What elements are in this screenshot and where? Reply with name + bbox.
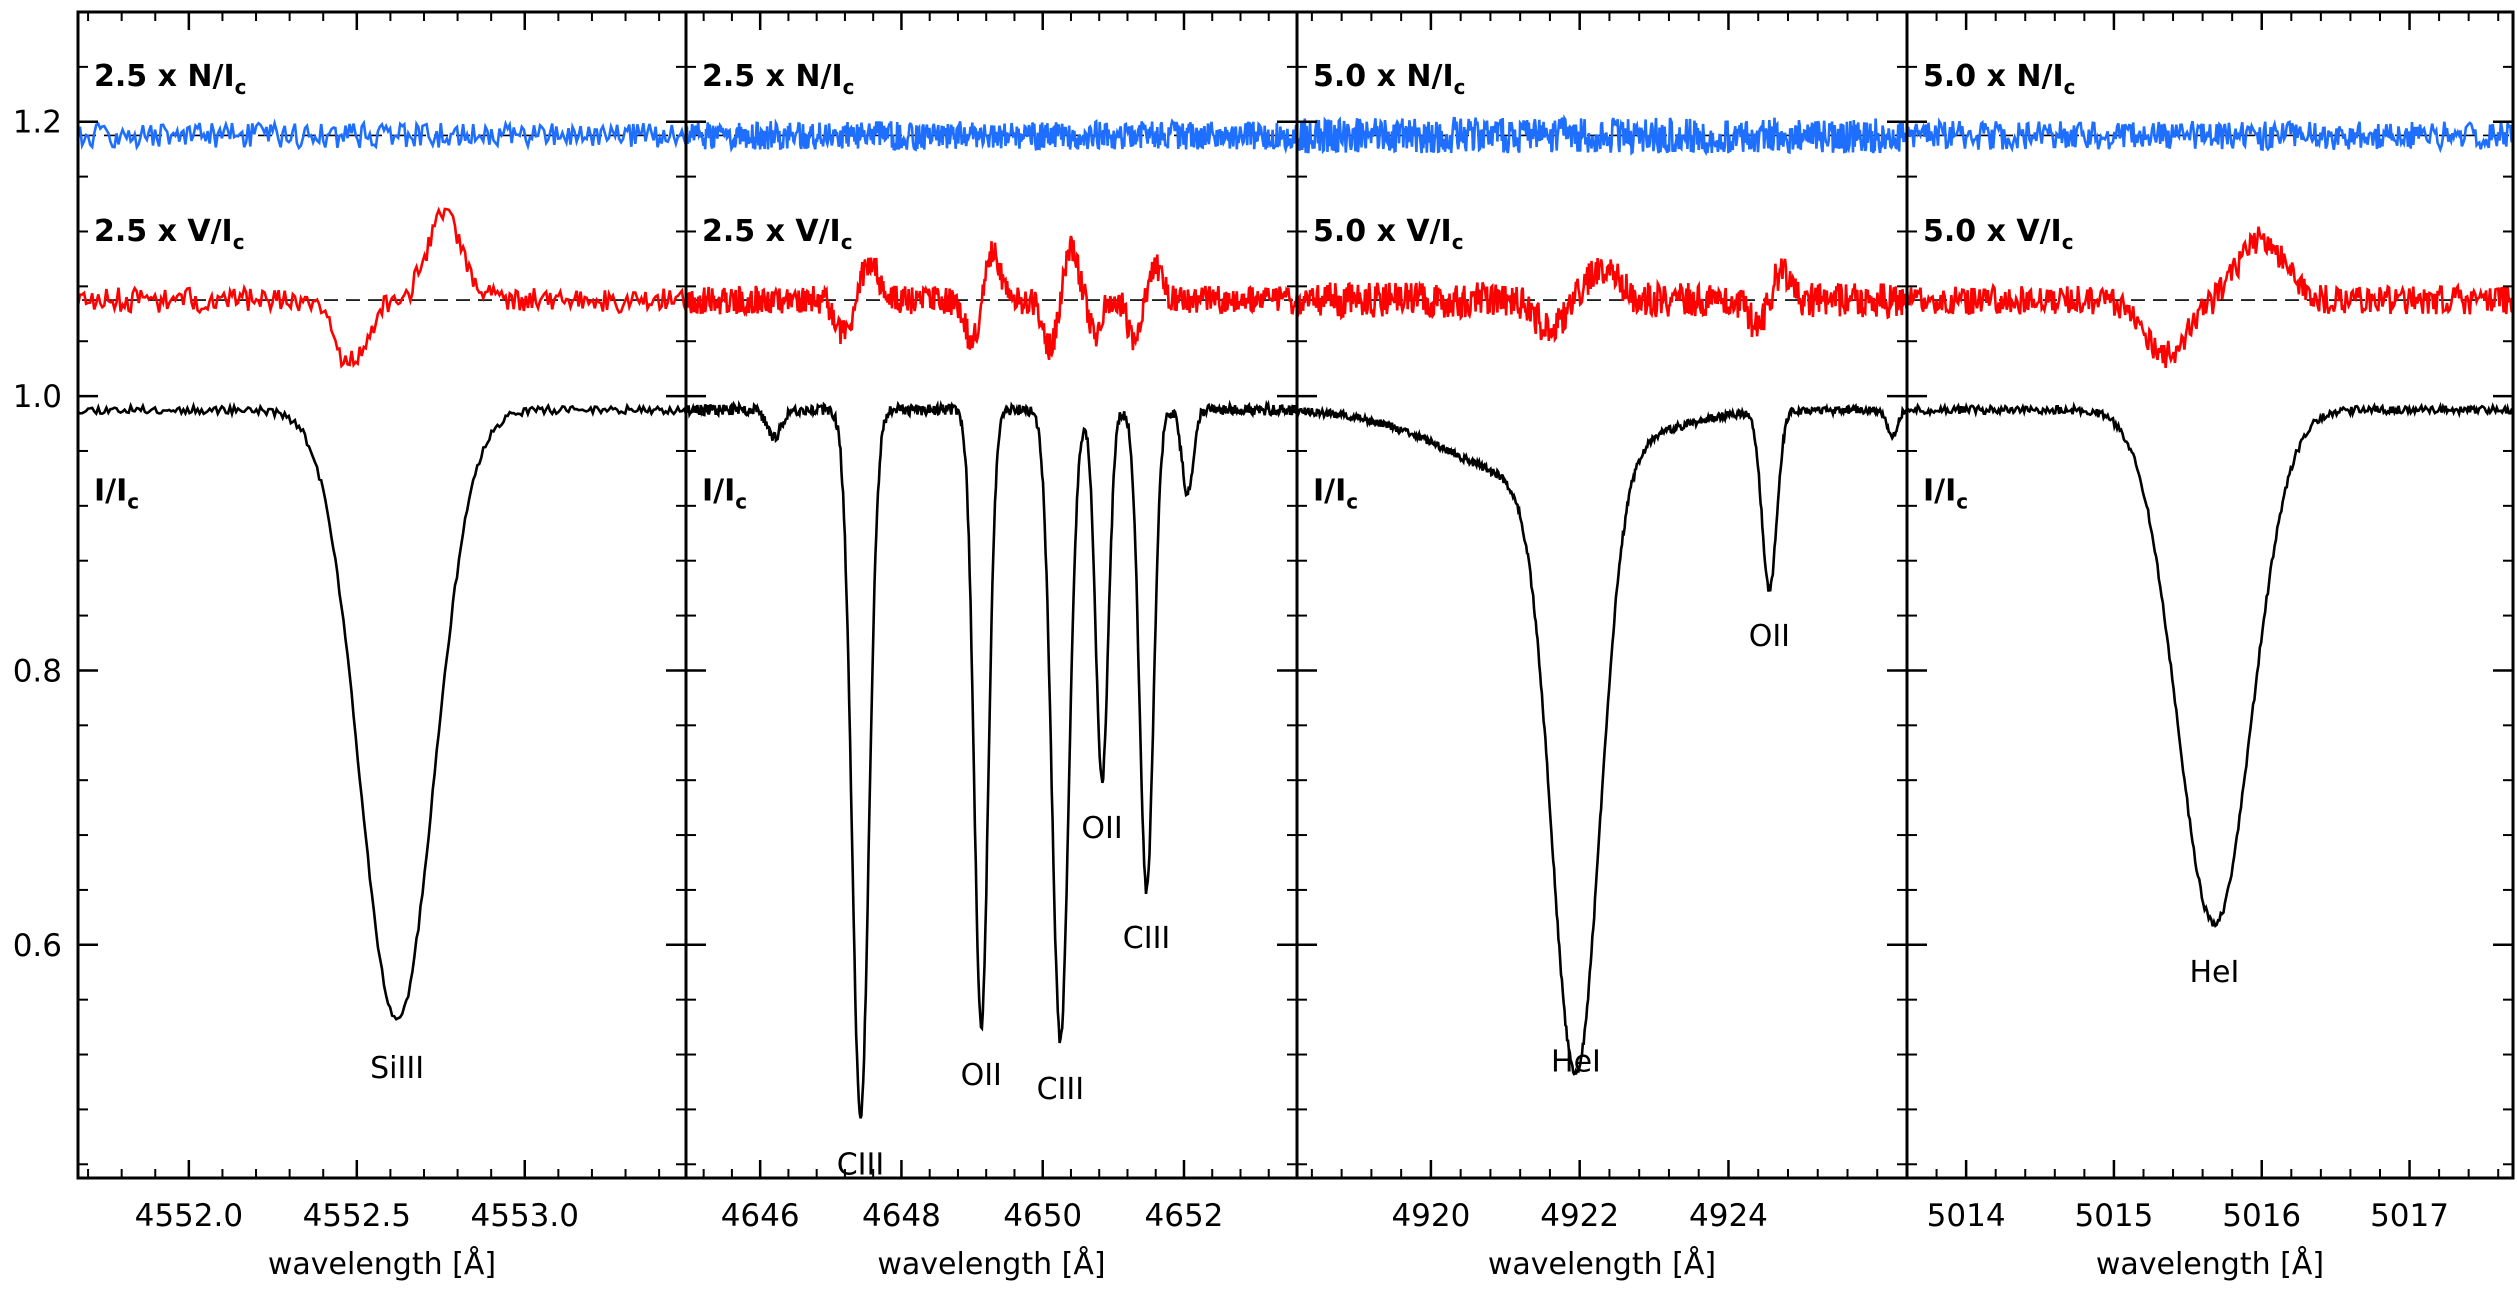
x-tick-label: 4924 [1689, 1198, 1768, 1234]
stokes-v-series-label: 5.0 x V/Ic [1923, 214, 2074, 254]
null-spectrum-line [1295, 114, 1908, 157]
x-tick-label: 5014 [1927, 1198, 2006, 1234]
x-tick-label: 5015 [2074, 1198, 2153, 1234]
null-spectrum-line [1906, 117, 2515, 154]
stokes-v-series-label: 5.0 x V/Ic [1313, 214, 1464, 254]
x-axis-label: wavelength [Å] [2096, 1246, 2324, 1282]
stokes-v-line [1905, 226, 2515, 369]
stokes-v-line [76, 206, 688, 369]
stokes-v-line [1295, 258, 1909, 344]
y-tick-label: 0.8 [13, 653, 62, 689]
null-series-label: 5.0 x N/Ic [1313, 59, 1465, 99]
stokes-v-line [684, 235, 1299, 361]
x-tick-label: 4646 [721, 1198, 800, 1234]
stokes-i-line [1905, 401, 2513, 929]
x-axis-label: wavelength [Å] [1488, 1246, 1716, 1282]
line-id-label: OII [961, 1058, 1002, 1093]
x-tick-label: 5016 [2222, 1198, 2301, 1234]
x-tick-label: 4552.0 [135, 1198, 243, 1234]
line-id-label: CIII [1123, 921, 1171, 956]
line-id-label: CIII [1037, 1072, 1085, 1107]
x-tick-label: 4922 [1540, 1198, 1619, 1234]
line-id-label: OII [1081, 811, 1122, 846]
null-series-label: 2.5 x N/Ic [94, 59, 246, 99]
y-tick-label: 0.6 [13, 928, 62, 964]
stokes-i-line [77, 401, 688, 1021]
null-series-label: 2.5 x N/Ic [702, 59, 854, 99]
stokes-i-line [1295, 402, 1909, 1076]
x-axis-label: wavelength [Å] [268, 1246, 496, 1282]
x-tick-label: 4648 [862, 1198, 941, 1234]
x-axis-label: wavelength [Å] [877, 1246, 1105, 1282]
panel-frame [1905, 10, 2515, 1180]
null-series-label: 5.0 x N/Ic [1923, 59, 2075, 99]
y-tick-label: 1.2 [13, 105, 62, 141]
null-spectrum-line [684, 118, 1299, 155]
stokes-v-series-label: 2.5 x V/Ic [94, 214, 245, 254]
x-tick-label: 4652 [1145, 1198, 1224, 1234]
line-id-label: SiIII [370, 1051, 424, 1086]
x-tick-label: 5017 [2370, 1198, 2449, 1234]
line-id-label: OII [1749, 619, 1790, 654]
x-tick-label: 4650 [1003, 1198, 1082, 1234]
stokes-v-series-label: 2.5 x V/Ic [702, 214, 853, 254]
x-tick-label: 4553.0 [471, 1198, 579, 1234]
stokes-i-line [684, 399, 1299, 1119]
line-id-label: HeI [1551, 1044, 1601, 1079]
x-tick-label: 4552.5 [303, 1198, 411, 1234]
y-tick-label: 1.0 [13, 379, 62, 415]
stokes-i-series-label: I/Ic [702, 473, 747, 513]
null-spectrum-line [76, 118, 688, 151]
x-tick-label: 4920 [1391, 1198, 1470, 1234]
line-id-label: HeI [2189, 955, 2239, 990]
